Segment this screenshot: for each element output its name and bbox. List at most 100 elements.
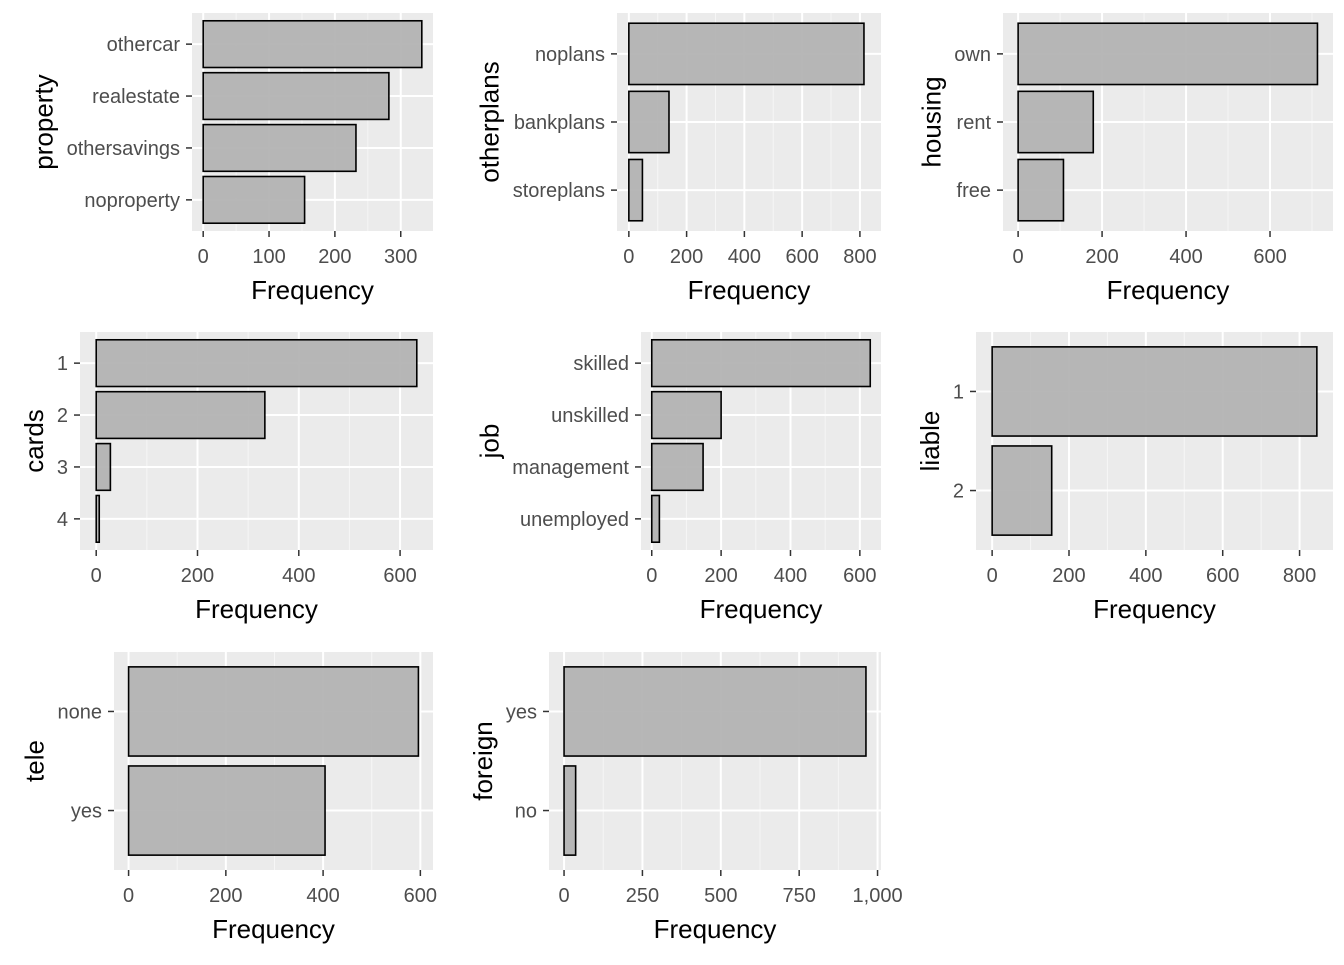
y-tick-label: othercar <box>107 34 181 56</box>
x-tick-label: 0 <box>987 565 998 587</box>
bar-1 <box>95 338 418 388</box>
x-tick-label: 200 <box>209 885 242 907</box>
y-tick-label: 1 <box>57 353 68 375</box>
x-tick-label: 250 <box>626 885 659 907</box>
y-axis-title: cards <box>19 409 49 473</box>
x-tick-label: 600 <box>1206 565 1239 587</box>
y-tick-label: none <box>58 701 103 723</box>
chart-liable: 1 2 0 200 400 600 800 Frequency liable <box>915 332 1333 624</box>
bar-2 <box>95 390 266 440</box>
x-tick-label: 300 <box>384 246 417 268</box>
x-tick-label: 200 <box>318 246 351 268</box>
bar-skilled <box>650 338 872 388</box>
y-tick-label: storeplans <box>513 180 605 202</box>
x-tick-label: 0 <box>91 565 102 587</box>
y-tick-label: 4 <box>57 509 68 531</box>
x-axis-title: Frequency <box>1107 275 1230 305</box>
bar-none <box>127 666 420 757</box>
x-tick-label: 200 <box>704 565 737 587</box>
bar-storeplans <box>628 158 644 222</box>
y-axis-title: property <box>29 74 59 169</box>
x-axis-title: Frequency <box>1093 594 1216 624</box>
x-tick-label: 200 <box>1085 246 1118 268</box>
x-tick-label: 400 <box>728 246 761 268</box>
bar-free <box>1017 158 1065 222</box>
bar-bankplans <box>628 90 670 154</box>
x-tick-label: 750 <box>782 885 815 907</box>
y-axis-title: tele <box>20 740 50 782</box>
x-axis-title: Frequency <box>195 594 318 624</box>
bar-unemployed <box>650 494 661 544</box>
bar-yes <box>563 666 867 757</box>
x-tick-label: 500 <box>704 885 737 907</box>
x-tick-label: 0 <box>623 246 634 268</box>
y-tick-label: unemployed <box>520 509 629 531</box>
y-tick-label: yes <box>506 701 537 723</box>
x-tick-label: 0 <box>558 885 569 907</box>
y-tick-label: no <box>515 801 537 823</box>
y-tick-label: othersavings <box>67 138 180 160</box>
x-axis-title: Frequency <box>700 594 823 624</box>
x-tick-label: 400 <box>774 565 807 587</box>
x-tick-label: 600 <box>785 246 818 268</box>
x-tick-label: 200 <box>181 565 214 587</box>
x-tick-label: 400 <box>1129 565 1162 587</box>
y-tick-label: free <box>957 180 991 202</box>
y-tick-label: 1 <box>953 381 964 403</box>
x-tick-label: 600 <box>383 565 416 587</box>
x-tick-label: 800 <box>1283 565 1316 587</box>
bar-othercar <box>202 19 423 69</box>
bar-noplans <box>628 22 865 86</box>
x-tick-label: 400 <box>282 565 315 587</box>
x-tick-label: 600 <box>843 565 876 587</box>
bar-noproperty <box>202 175 306 225</box>
x-tick-label: 100 <box>252 246 285 268</box>
bar-yes <box>127 765 326 856</box>
y-tick-label: bankplans <box>514 112 605 134</box>
y-axis-title: otherplans <box>475 61 505 182</box>
bar-2 <box>991 445 1053 536</box>
x-tick-label: 400 <box>306 885 339 907</box>
y-tick-label: skilled <box>573 353 629 375</box>
bar-no <box>563 765 577 856</box>
chart-otherplans: noplans bankplans storeplans 0 200 400 600 800 F… <box>475 13 881 305</box>
x-tick-label: 200 <box>670 246 703 268</box>
x-tick-label: 600 <box>404 885 437 907</box>
y-tick-label: unskilled <box>551 405 629 427</box>
x-axis-title: Frequency <box>251 275 374 305</box>
x-tick-label: 0 <box>123 885 134 907</box>
chart-cards: 1 2 3 4 0 200 400 600 Frequency cards <box>19 332 433 624</box>
y-axis-title: job <box>474 424 504 460</box>
y-axis-title: housing <box>916 76 946 167</box>
chart-tele: none yes 0 200 400 600 Frequency tele <box>20 652 437 944</box>
x-tick-label: 0 <box>1013 246 1024 268</box>
bar-1 <box>991 346 1318 437</box>
x-axis-title: Frequency <box>688 275 811 305</box>
y-tick-label: realestate <box>92 86 180 108</box>
chart-job: skilled unskilled management unemployed 0 200… <box>474 332 881 624</box>
y-tick-label: 3 <box>57 457 68 479</box>
y-tick-label: 2 <box>953 481 964 503</box>
y-tick-label: noproperty <box>84 190 180 212</box>
x-tick-label: 1,000 <box>853 885 903 907</box>
y-tick-label: noplans <box>535 44 605 66</box>
x-tick-label: 600 <box>1253 246 1286 268</box>
x-tick-label: 0 <box>198 246 209 268</box>
y-tick-label: management <box>512 457 629 479</box>
x-axis-title: Frequency <box>654 914 777 944</box>
x-tick-label: 200 <box>1052 565 1085 587</box>
y-tick-label: 2 <box>57 405 68 427</box>
y-axis-title: liable <box>915 411 945 472</box>
chart-foreign: yes no 0 250 500 750 1,000 Frequency foreign <box>468 652 903 944</box>
x-tick-label: 400 <box>1169 246 1202 268</box>
bar-realestate <box>202 71 390 121</box>
y-tick-label: rent <box>957 112 992 134</box>
y-tick-label: yes <box>71 801 102 823</box>
bar-3 <box>95 442 112 492</box>
y-tick-label: own <box>954 44 991 66</box>
bar-unskilled <box>650 390 722 440</box>
bar-rent <box>1017 90 1095 154</box>
bar-management <box>650 442 704 492</box>
